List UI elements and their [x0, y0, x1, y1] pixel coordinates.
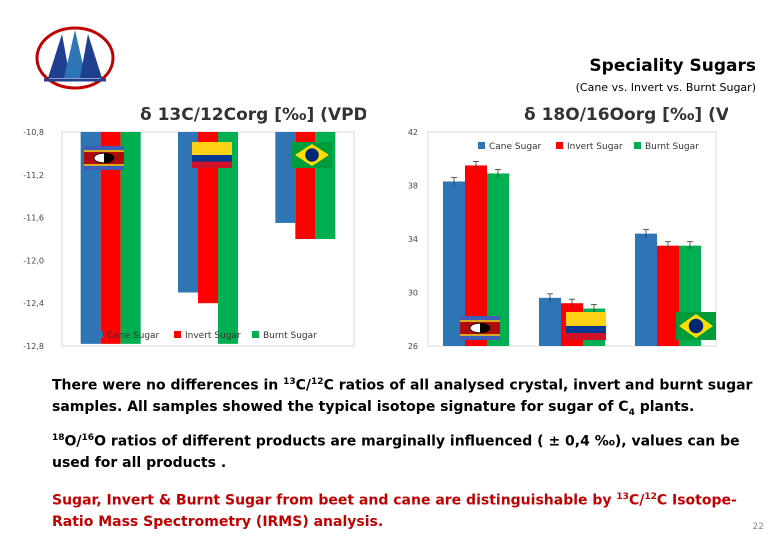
bar-cane-sugar — [275, 132, 296, 223]
swaziland-flag — [460, 316, 500, 340]
bar-invert-sugar — [198, 132, 218, 304]
bar-invert-sugar — [100, 132, 121, 344]
colombia-flag — [192, 142, 232, 168]
bar-burnt-sugar — [487, 173, 509, 346]
slide-subtitle: (Cane vs. Invert vs. Burnt Sugar) — [575, 81, 756, 94]
chart-18o: δ 18O/16Oorg [‰] (VSMOV) 42 38 34 30 26 Cane S… — [408, 105, 728, 351]
company-logo — [35, 26, 115, 90]
y-tick-label: -11,6 — [23, 214, 44, 223]
y-tick-label: 42 — [408, 128, 418, 137]
paragraph-13c: There were no differences in 13C/12C rat… — [52, 377, 753, 418]
y-tick-label: 26 — [408, 342, 418, 351]
bar-cane-sugar — [539, 297, 561, 346]
slide-title: Speciality Sugars — [589, 56, 756, 76]
colombia-flag — [566, 312, 606, 340]
legend-swatch — [634, 142, 641, 149]
y-tick-label: -12,8 — [23, 342, 44, 351]
legend-label: Cane Sugar — [489, 142, 542, 152]
chart-13c: δ 13C/12Corg [‰] (VPDB) -10,8 -11,2 -11,6 -1… — [23, 105, 366, 351]
chart-title: δ 18O/16Oorg [‰] (VSMOV) — [524, 105, 728, 125]
bar-cane-sugar — [635, 233, 657, 346]
swaziland-flag — [84, 146, 124, 170]
bar-cane-sugar — [178, 132, 198, 293]
legend-label: Invert Sugar — [567, 142, 623, 152]
legend-swatch — [252, 331, 259, 338]
y-tick-label: 34 — [408, 235, 418, 244]
paragraph-18o: 18O/16O ratios of different products are… — [52, 433, 740, 471]
bar-burnt-sugar — [218, 132, 238, 344]
legend-swatch — [478, 142, 485, 149]
legend-label: Cane Sugar — [107, 331, 160, 341]
bar-burnt-sugar — [120, 132, 141, 344]
y-tick-label: -12,0 — [23, 256, 44, 265]
y-tick-label: -12,4 — [23, 299, 44, 308]
legend-label: Burnt Sugar — [263, 331, 317, 341]
bar-invert-sugar — [465, 165, 487, 346]
y-tick-label: 30 — [408, 289, 418, 298]
legend-swatch — [96, 331, 103, 338]
paragraph-conclusion: Sugar, Invert & Burnt Sugar from beet an… — [52, 492, 737, 530]
bar-invert-sugar — [657, 245, 679, 346]
legend-swatch — [556, 142, 563, 149]
page-number: 22 — [752, 522, 764, 532]
y-tick-label: -11,2 — [23, 171, 44, 180]
bar-cane-sugar — [443, 181, 465, 346]
bar-cane-sugar — [80, 132, 101, 344]
y-tick-label: 38 — [408, 182, 418, 191]
legend-label: Invert Sugar — [185, 331, 241, 341]
chart-title: δ 13C/12Corg [‰] (VPDB) — [140, 105, 366, 125]
legend-swatch — [174, 331, 181, 338]
legend-label: Burnt Sugar — [645, 142, 699, 152]
y-tick-label: -10,8 — [23, 128, 44, 137]
brazil-flag — [292, 142, 332, 168]
brazil-flag — [676, 312, 716, 340]
